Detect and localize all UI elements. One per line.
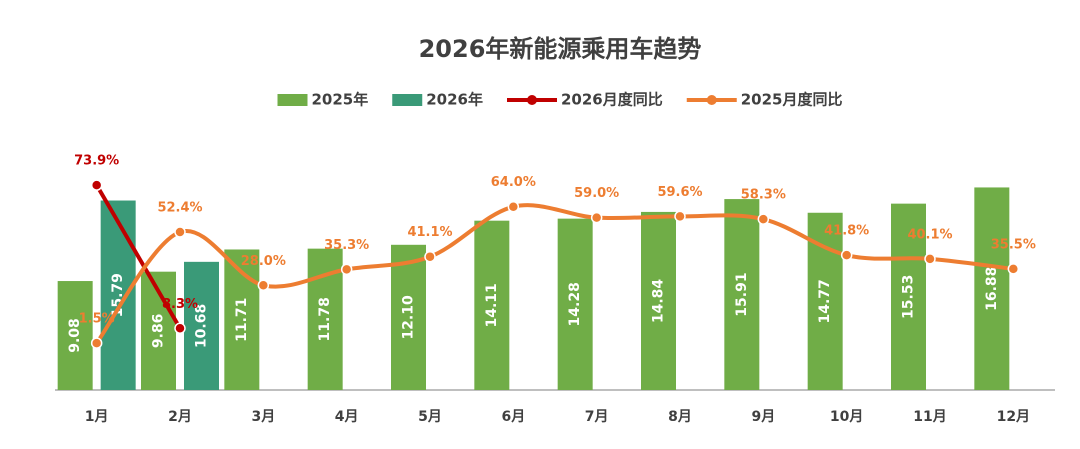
x-tick-label: 7月 [585, 409, 609, 425]
x-tick-label: 9月 [751, 409, 775, 425]
line-value-label: 8.3% [162, 297, 198, 312]
x-tick-label: 6月 [501, 409, 525, 425]
x-tick-label: 11月 [913, 409, 946, 425]
bar [57, 281, 93, 390]
line-marker [1007, 263, 1020, 275]
line-value-label: 35.5% [991, 237, 1036, 252]
x-tick-label: 12月 [997, 409, 1030, 425]
bar [100, 200, 136, 390]
bar [391, 244, 426, 390]
bar [724, 199, 760, 390]
bar-value-label: 16.88 [984, 267, 1000, 311]
line-value-label: 1.5% [79, 312, 115, 327]
line-marker [424, 250, 436, 263]
line-marker [590, 211, 603, 224]
bar-value-label: 14.84 [651, 279, 667, 324]
bar-value-label: 15.79 [110, 273, 126, 317]
x-tick-label: 10月 [830, 409, 863, 425]
bar-value-label: 14.11 [484, 283, 500, 327]
line [94, 184, 182, 330]
x-tick-label: 5月 [418, 409, 442, 425]
bar [974, 187, 1010, 390]
bar [184, 261, 219, 390]
x-tick-label: 3月 [251, 409, 275, 425]
bar-value-label: 14.77 [817, 279, 833, 323]
legend-marker [706, 95, 717, 105]
line-value-label: 41.8% [824, 224, 869, 239]
bar-value-label: 12.10 [401, 295, 417, 340]
bar [891, 203, 926, 390]
bar [641, 211, 676, 390]
bar-value-label: 15.53 [901, 275, 917, 319]
line-marker [340, 263, 353, 276]
line-value-label: 73.9% [74, 154, 119, 169]
line-marker [174, 226, 186, 238]
line-value-label: 59.6% [657, 185, 702, 200]
bar-value-label: 14.28 [567, 282, 583, 326]
line-value-label: 41.1% [407, 225, 452, 240]
line-marker [507, 200, 520, 213]
line-marker [90, 179, 103, 191]
legend-label: 2026年 [426, 91, 483, 109]
legend-marker [527, 95, 537, 105]
bar-value-label: 10.68 [194, 304, 210, 348]
bar-value-label: 11.71 [234, 298, 250, 342]
chart-title: 2026年新能源乘用车趋势 [419, 35, 702, 63]
x-tick-label: 1月 [85, 409, 109, 425]
line-value-label: 59.0% [574, 186, 619, 201]
x-tick-label: 2月 [168, 409, 192, 425]
legend-label: 2025年 [312, 91, 369, 109]
line-marker [90, 337, 103, 349]
line-value-label: 40.1% [907, 227, 952, 242]
line-marker [757, 213, 770, 225]
legend-label: 2025月度同比 [741, 91, 843, 109]
line-marker [840, 249, 853, 261]
line-value-label: 35.3% [324, 238, 369, 253]
x-tick-label: 4月 [335, 409, 359, 425]
bar-value-label: 9.08 [67, 318, 83, 353]
line-marker [924, 253, 936, 265]
bar [474, 220, 510, 390]
line-marker [257, 279, 270, 292]
x-tick-label: 8月 [668, 409, 692, 425]
legend-swatch [392, 94, 423, 106]
bar [557, 218, 593, 390]
line-value-label: 28.0% [241, 254, 286, 269]
bar-value-label: 9.86 [151, 314, 167, 349]
line-marker [674, 210, 686, 223]
line-value-label: 58.3% [741, 188, 786, 203]
legend-swatch [277, 94, 308, 106]
legend: 2025年 2026年 2026月度同比 2025月度同比 [277, 91, 843, 109]
legend-label: 2026月度同比 [561, 91, 663, 109]
bar-value-label: 11.78 [317, 297, 333, 341]
line-marker [174, 322, 186, 335]
bar-value-label: 15.91 [734, 272, 750, 316]
line-value-label: 64.0% [491, 175, 536, 190]
line-value-label: 52.4% [157, 201, 202, 216]
